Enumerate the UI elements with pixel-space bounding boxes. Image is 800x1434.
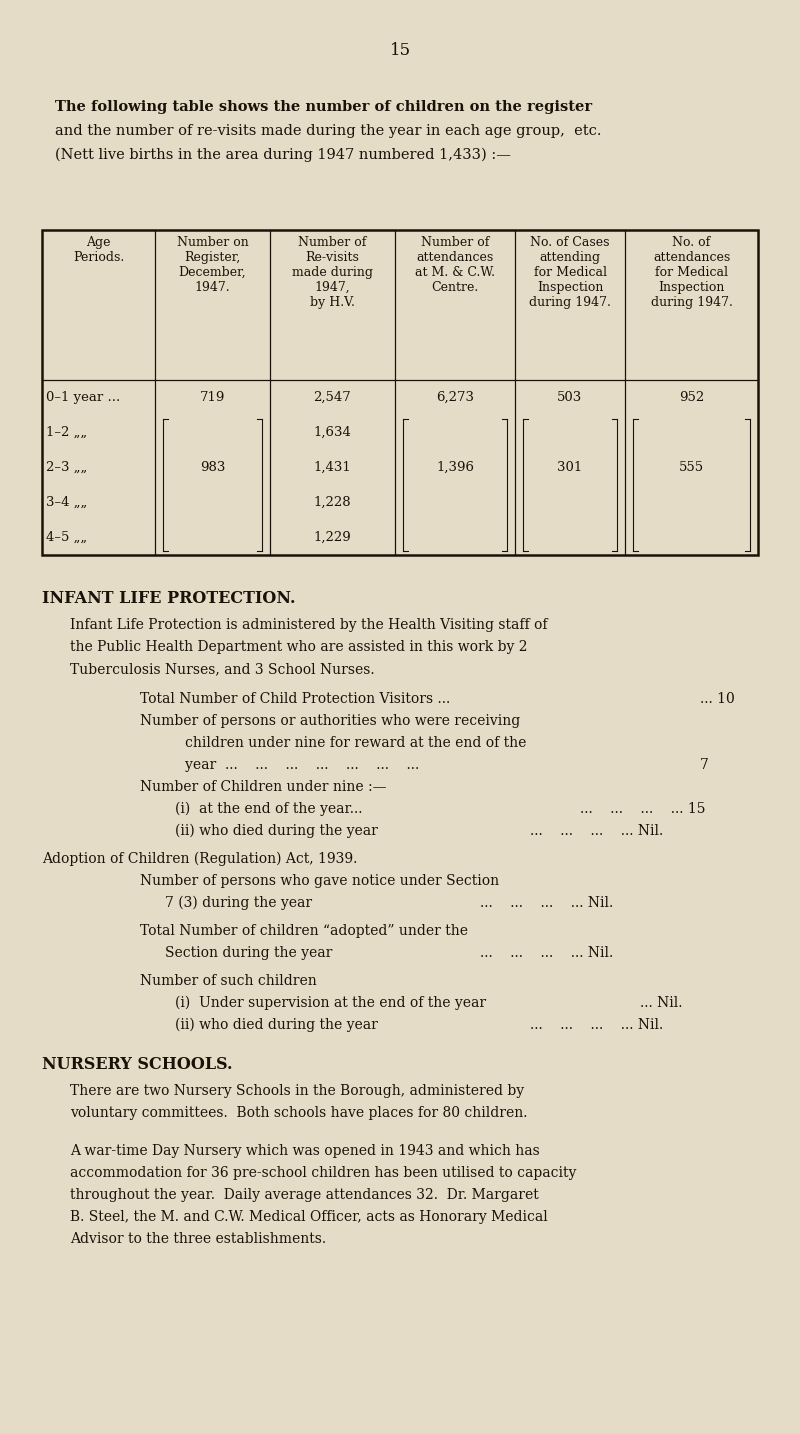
Text: (Nett live births in the area during 1947 numbered 1,433) :—: (Nett live births in the area during 194… — [55, 148, 511, 162]
Text: (i)  Under supervision at the end of the year: (i) Under supervision at the end of the … — [175, 997, 486, 1011]
Text: ...    ...    ...    ... Nil.: ... ... ... ... Nil. — [530, 1018, 663, 1032]
Text: 1,229: 1,229 — [314, 531, 351, 543]
Text: accommodation for 36 pre-school children has been utilised to capacity: accommodation for 36 pre-school children… — [70, 1166, 576, 1180]
Text: (ii) who died during the year: (ii) who died during the year — [175, 825, 378, 839]
Text: year  ...    ...    ...    ...    ...    ...    ...: year ... ... ... ... ... ... ... — [185, 759, 419, 771]
Text: Advisor to the three establishments.: Advisor to the three establishments. — [70, 1232, 326, 1246]
Text: 503: 503 — [558, 391, 582, 404]
Text: Age
Periods.: Age Periods. — [73, 237, 124, 264]
Text: Number on
Register,
December,
1947.: Number on Register, December, 1947. — [177, 237, 248, 294]
Text: Number of such children: Number of such children — [140, 974, 317, 988]
Text: ...    ...    ...    ... Nil.: ... ... ... ... Nil. — [530, 825, 663, 837]
Text: children under nine for reward at the end of the: children under nine for reward at the en… — [185, 736, 526, 750]
Text: ... 10: ... 10 — [700, 693, 734, 706]
Text: 1–2 „„: 1–2 „„ — [46, 426, 87, 439]
Text: 1,228: 1,228 — [314, 496, 351, 509]
Text: 555: 555 — [679, 460, 704, 475]
Bar — [42, 229, 758, 555]
Text: throughout the year.  Daily average attendances 32.  Dr. Margaret: throughout the year. Daily average atten… — [70, 1187, 538, 1202]
Text: Infant Life Protection is administered by the Health Visiting staff of: Infant Life Protection is administered b… — [70, 618, 547, 632]
Text: 952: 952 — [679, 391, 704, 404]
Text: Total Number of children “adopted” under the: Total Number of children “adopted” under… — [140, 923, 468, 938]
Text: ...    ...    ...    ... Nil.: ... ... ... ... Nil. — [480, 946, 614, 959]
Text: Number of Children under nine :—: Number of Children under nine :— — [140, 780, 386, 794]
Text: voluntary committees.  Both schools have places for 80 children.: voluntary committees. Both schools have … — [70, 1106, 527, 1120]
Text: (i)  at the end of the year...: (i) at the end of the year... — [175, 802, 362, 816]
Text: and the number of re-visits made during the year in each age group,  etc.: and the number of re-visits made during … — [55, 123, 602, 138]
Text: 0–1 year ...: 0–1 year ... — [46, 391, 120, 404]
Text: Number of persons or authorities who were receiving: Number of persons or authorities who wer… — [140, 714, 520, 728]
Text: 983: 983 — [200, 460, 225, 475]
Text: 3–4 „„: 3–4 „„ — [46, 496, 87, 509]
Text: 2,547: 2,547 — [314, 391, 351, 404]
Text: NURSERY SCHOOLS.: NURSERY SCHOOLS. — [42, 1055, 233, 1073]
Text: 301: 301 — [558, 460, 582, 475]
Text: 7: 7 — [700, 759, 709, 771]
Text: 719: 719 — [200, 391, 225, 404]
Text: 4–5 „„: 4–5 „„ — [46, 531, 87, 543]
Text: INFANT LIFE PROTECTION.: INFANT LIFE PROTECTION. — [42, 589, 295, 607]
Text: No. of Cases
attending
for Medical
Inspection
during 1947.: No. of Cases attending for Medical Inspe… — [529, 237, 611, 308]
Text: 1,634: 1,634 — [314, 426, 351, 439]
Text: 6,273: 6,273 — [436, 391, 474, 404]
Text: (ii) who died during the year: (ii) who died during the year — [175, 1018, 378, 1032]
Text: 15: 15 — [390, 42, 410, 59]
Text: Section during the year: Section during the year — [165, 946, 332, 959]
Text: 7 (3) during the year: 7 (3) during the year — [165, 896, 312, 911]
Text: B. Steel, the M. and C.W. Medical Officer, acts as Honorary Medical: B. Steel, the M. and C.W. Medical Office… — [70, 1210, 548, 1225]
Text: A war-time Day Nursery which was opened in 1943 and which has: A war-time Day Nursery which was opened … — [70, 1144, 540, 1159]
Text: There are two Nursery Schools in the Borough, administered by: There are two Nursery Schools in the Bor… — [70, 1084, 524, 1098]
Text: Total Number of Child Protection Visitors ...: Total Number of Child Protection Visitor… — [140, 693, 450, 706]
Text: 1,396: 1,396 — [436, 460, 474, 475]
Text: 1,431: 1,431 — [314, 460, 351, 475]
Text: 2–3 „„: 2–3 „„ — [46, 460, 87, 475]
Text: Number of
attendances
at M. & C.W.
Centre.: Number of attendances at M. & C.W. Centr… — [415, 237, 495, 294]
Text: Number of
Re-visits
made during
1947,
by H.V.: Number of Re-visits made during 1947, by… — [292, 237, 373, 308]
Text: the Public Health Department who are assisted in this work by 2: the Public Health Department who are ass… — [70, 640, 527, 654]
Text: ...    ...    ...    ... 15: ... ... ... ... 15 — [580, 802, 706, 816]
Text: The following table shows the number of children on the register: The following table shows the number of … — [55, 100, 592, 113]
Text: ...    ...    ...    ... Nil.: ... ... ... ... Nil. — [480, 896, 614, 911]
Text: ... Nil.: ... Nil. — [640, 997, 682, 1010]
Text: Adoption of Children (Regulation) Act, 1939.: Adoption of Children (Regulation) Act, 1… — [42, 852, 358, 866]
Text: Tuberculosis Nurses, and 3 School Nurses.: Tuberculosis Nurses, and 3 School Nurses… — [70, 663, 374, 675]
Text: No. of
attendances
for Medical
Inspection
during 1947.: No. of attendances for Medical Inspectio… — [650, 237, 733, 308]
Text: Number of persons who gave notice under Section: Number of persons who gave notice under … — [140, 873, 499, 888]
